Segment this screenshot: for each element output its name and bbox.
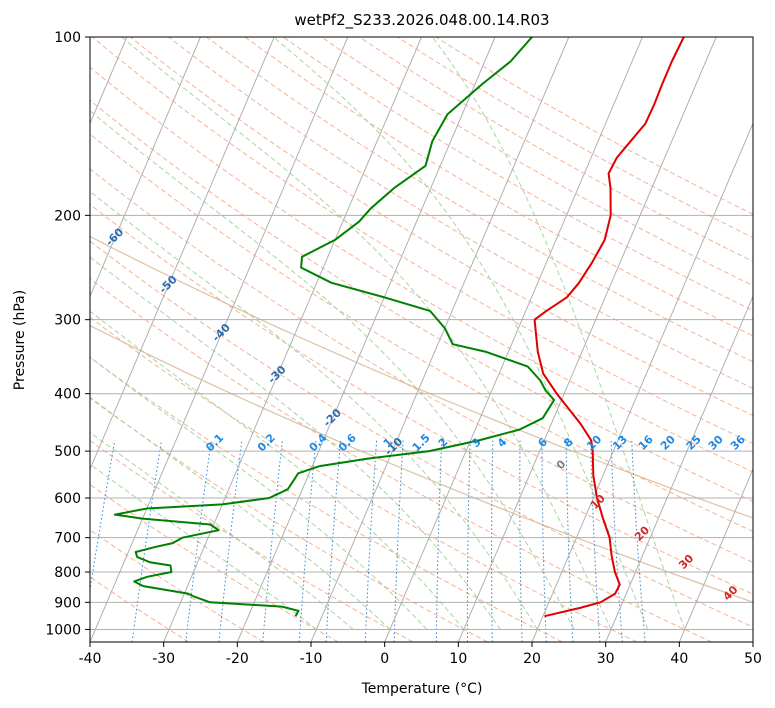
isotherm-gridline: [457, 37, 717, 642]
dry-adiabat: [90, 440, 414, 642]
y-tick-label: 400: [54, 387, 81, 403]
mixing-ratio-line: [541, 440, 547, 642]
dry-adiabat: [90, 133, 753, 533]
series-lines: [113, 37, 685, 618]
x-tick-label: 40: [670, 651, 688, 667]
dry-adiabat: [359, 37, 753, 262]
dry-adiabat: [90, 483, 339, 642]
tan-curve: [90, 235, 753, 519]
mixing-ratio-line: [519, 440, 523, 642]
mixing-ratio-line: [565, 440, 574, 642]
mixing-ratio-line: [364, 440, 378, 642]
dry-adiabat: [244, 37, 753, 337]
dry-adiabat: [90, 278, 712, 642]
mixing-ratio-line: [185, 440, 212, 642]
moist-adiabat: [90, 110, 575, 630]
dry-adiabat: [90, 529, 264, 642]
isotherm-gridline: [678, 467, 753, 642]
x-tick-label: -20: [226, 651, 249, 667]
dewpoint-profile-line: [113, 37, 556, 617]
x-axis-label: Temperature (°C): [361, 681, 483, 697]
isotherm-gridline: [310, 37, 570, 642]
x-tick-label: -30: [152, 651, 175, 667]
plot-frame: [89, 36, 754, 643]
y-tick-label: 700: [54, 531, 81, 547]
x-tick-label: 10: [449, 651, 467, 667]
y-tick-label: 200: [54, 208, 81, 224]
y-axis-label: Pressure (hPa): [12, 290, 28, 390]
y-tick-label: 100: [54, 30, 81, 46]
moist-adiabat: [273, 37, 649, 630]
x-tick-label: -10: [300, 651, 323, 667]
y-tick-label: 500: [54, 444, 81, 460]
mixing-ratio-line: [435, 440, 443, 642]
dry-adiabat: [90, 240, 753, 628]
isotherm-label: -80: [0, 134, 18, 157]
y-tick-label: 1000: [45, 622, 81, 638]
y-tick-label: 900: [54, 595, 81, 611]
mixing-ratio-line: [393, 440, 404, 642]
isotherm-gridline: [752, 640, 753, 642]
moist-adiabat: [90, 431, 354, 630]
moist-adiabat: [90, 256, 501, 630]
dry-adiabat: [90, 66, 753, 473]
x-tick-label: 50: [744, 651, 762, 667]
isotherm-gridline: [531, 122, 753, 642]
dry-adiabat: [206, 37, 753, 363]
x-tick-label: 0: [380, 651, 389, 667]
moist-adiabat: [90, 463, 317, 630]
x-tick-label: 30: [597, 651, 615, 667]
isotherm-gridline: [605, 295, 753, 642]
isotherm-gridline: [90, 37, 275, 471]
moist-adiabat: [431, 37, 686, 630]
moist-adiabat: [90, 356, 428, 630]
dry-adiabat: [130, 37, 753, 417]
isotherm-gridline: [163, 37, 422, 642]
dry-adiabat: [90, 203, 753, 595]
mixing-ratio-line: [262, 440, 283, 642]
plot-area: -100-90-80-70-60-50-40-30-20-100.10.20.4…: [0, 37, 753, 642]
mixing-ratio-line: [298, 440, 317, 642]
moist-adiabat: [121, 37, 612, 630]
isotherm-gridline: [90, 37, 349, 642]
dry-adiabat: [90, 168, 753, 563]
tan-curve: [90, 324, 753, 603]
plot-background: [90, 37, 753, 642]
x-axis: -40 -30 -20 -10 0 10 20 30 40 50: [79, 642, 762, 667]
y-tick-label: 300: [54, 313, 81, 329]
y-axis: 100 200 300 400 500 600 700 800 900 1000: [45, 30, 90, 638]
chart-title: wetPf2_S233.2026.048.00.14.R03: [294, 11, 549, 30]
grid-lines: [90, 37, 753, 642]
moist-adiabat: [90, 190, 538, 630]
mixing-ratio-line: [610, 440, 623, 642]
y-tick-label: 800: [54, 565, 81, 581]
mixing-ratio-line: [325, 440, 342, 642]
dry-adiabat: [320, 37, 753, 287]
mixing-ratio-line: [491, 440, 494, 642]
isotherm-label: -70: [50, 177, 73, 200]
isotherm-gridline: [90, 37, 201, 298]
mixing-ratio-line: [218, 440, 243, 642]
mixing-ratio-line: [631, 440, 646, 642]
mixing-ratio-line: [590, 440, 601, 642]
x-tick-label: 20: [523, 651, 541, 667]
temperature-profile-line: [533, 37, 685, 618]
y-tick-label: 600: [54, 491, 81, 507]
mixing-ratio-line: [466, 440, 471, 642]
isotherm-gridline: [384, 37, 643, 642]
moist-adiabat: [90, 310, 465, 630]
background-lines: [90, 37, 753, 642]
isotherm-gridline: [236, 37, 496, 642]
x-tick-label: -40: [79, 651, 102, 667]
